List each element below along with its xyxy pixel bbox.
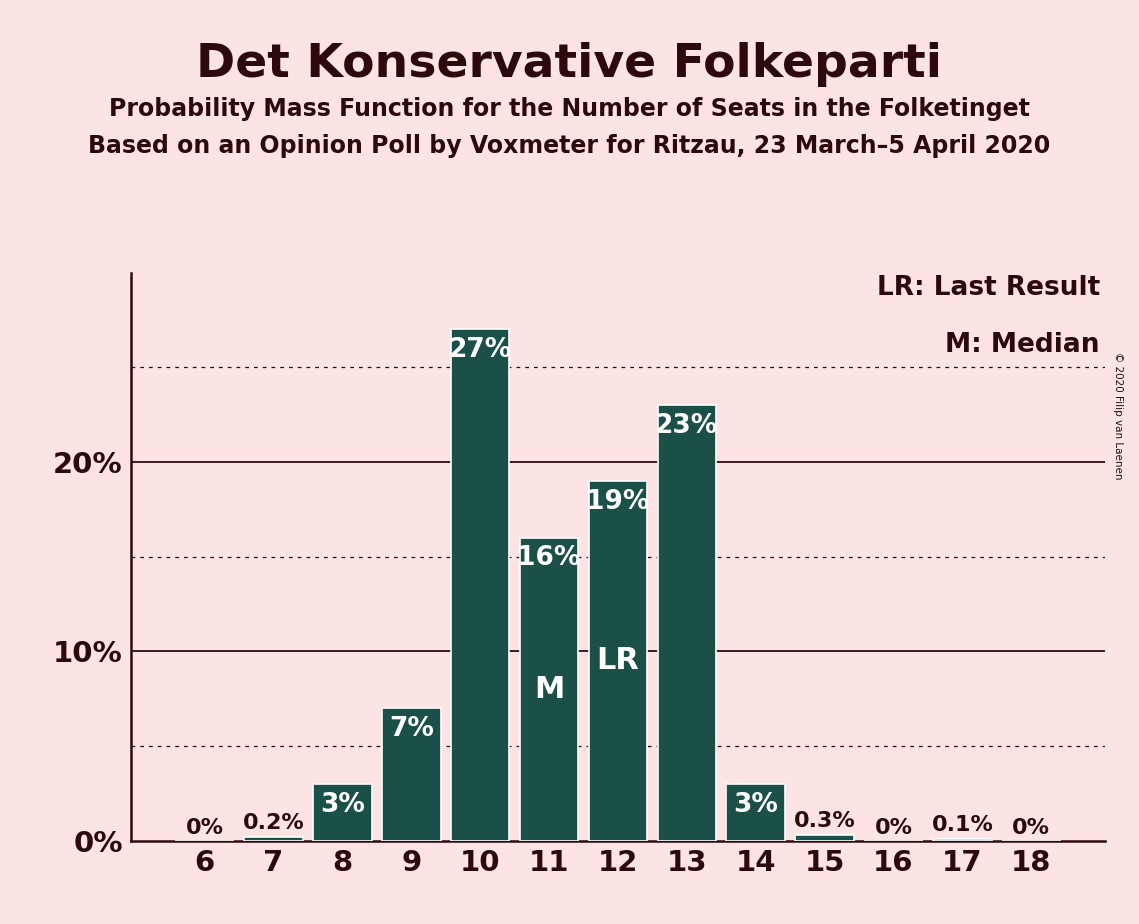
Text: LR: Last Result: LR: Last Result xyxy=(877,275,1100,301)
Bar xyxy=(313,784,371,841)
Text: M: Median: M: Median xyxy=(945,333,1100,359)
Text: 27%: 27% xyxy=(449,337,511,363)
Bar xyxy=(589,480,647,841)
Text: Based on an Opinion Poll by Voxmeter for Ritzau, 23 March–5 April 2020: Based on an Opinion Poll by Voxmeter for… xyxy=(89,134,1050,158)
Text: 0.1%: 0.1% xyxy=(932,815,993,835)
Bar xyxy=(382,708,441,841)
Bar xyxy=(933,839,992,841)
Text: M: M xyxy=(534,675,564,704)
Text: LR: LR xyxy=(597,647,639,675)
Bar xyxy=(519,538,579,841)
Bar xyxy=(795,835,854,841)
Bar xyxy=(727,784,785,841)
Text: 23%: 23% xyxy=(655,413,719,439)
Text: 0.2%: 0.2% xyxy=(243,813,304,833)
Bar xyxy=(244,837,303,841)
Text: 0%: 0% xyxy=(186,818,223,838)
Bar xyxy=(451,329,509,841)
Text: Det Konservative Folkeparti: Det Konservative Folkeparti xyxy=(197,42,942,87)
Text: 7%: 7% xyxy=(388,716,434,742)
Text: 0.3%: 0.3% xyxy=(794,811,855,832)
Text: 16%: 16% xyxy=(517,545,581,571)
Text: 3%: 3% xyxy=(734,792,778,818)
Text: Probability Mass Function for the Number of Seats in the Folketinget: Probability Mass Function for the Number… xyxy=(109,97,1030,121)
Text: © 2020 Filip van Laenen: © 2020 Filip van Laenen xyxy=(1114,352,1123,480)
Bar xyxy=(657,405,716,841)
Text: 19%: 19% xyxy=(587,489,649,515)
Text: 0%: 0% xyxy=(1013,818,1050,838)
Text: 0%: 0% xyxy=(875,818,912,838)
Text: 3%: 3% xyxy=(320,792,364,818)
